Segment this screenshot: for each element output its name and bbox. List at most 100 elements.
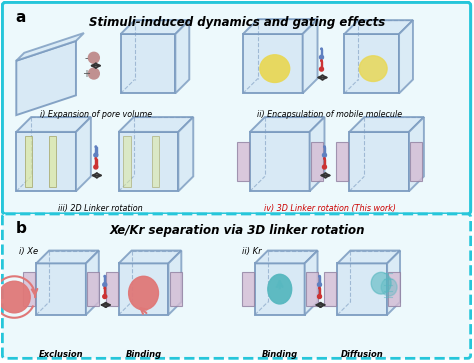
Text: i) Xe: i) Xe — [19, 246, 38, 256]
Ellipse shape — [260, 55, 290, 82]
Polygon shape — [76, 117, 91, 191]
Polygon shape — [337, 250, 400, 264]
Circle shape — [104, 287, 106, 289]
Circle shape — [324, 146, 325, 147]
Polygon shape — [349, 132, 409, 191]
Polygon shape — [387, 250, 400, 315]
Polygon shape — [243, 34, 302, 93]
Polygon shape — [255, 250, 318, 264]
Polygon shape — [121, 34, 175, 93]
Circle shape — [95, 146, 97, 147]
Text: +: + — [82, 69, 90, 78]
Polygon shape — [399, 20, 413, 93]
Polygon shape — [306, 272, 318, 306]
Polygon shape — [305, 250, 318, 315]
Polygon shape — [337, 264, 387, 315]
Circle shape — [322, 153, 327, 157]
Polygon shape — [16, 132, 76, 191]
Text: b: b — [15, 221, 26, 236]
Polygon shape — [121, 20, 189, 34]
Polygon shape — [86, 250, 99, 315]
Polygon shape — [118, 250, 182, 264]
Bar — [324, 159, 325, 166]
Text: Diffusion: Diffusion — [341, 350, 383, 359]
Bar — [321, 61, 322, 68]
Polygon shape — [410, 142, 422, 181]
Polygon shape — [170, 272, 182, 306]
Bar — [321, 49, 322, 56]
Text: Xe/Kr separation via 3D linker rotation: Xe/Kr separation via 3D linker rotation — [109, 224, 365, 237]
Bar — [104, 276, 106, 283]
Polygon shape — [255, 264, 305, 315]
Polygon shape — [242, 272, 254, 306]
Polygon shape — [118, 132, 178, 191]
Polygon shape — [106, 272, 118, 306]
Circle shape — [321, 60, 322, 61]
Bar — [324, 147, 325, 154]
Text: i) Expansion of pore volume: i) Expansion of pore volume — [40, 110, 152, 119]
Circle shape — [103, 294, 107, 298]
Polygon shape — [349, 117, 424, 132]
Polygon shape — [311, 142, 323, 181]
Ellipse shape — [381, 278, 397, 296]
Polygon shape — [237, 142, 249, 181]
Circle shape — [319, 276, 320, 277]
Text: Binding: Binding — [262, 350, 298, 359]
Polygon shape — [250, 132, 310, 191]
Polygon shape — [16, 117, 91, 132]
Circle shape — [94, 153, 98, 157]
Polygon shape — [25, 136, 32, 187]
Ellipse shape — [371, 272, 391, 294]
Polygon shape — [310, 117, 325, 191]
Circle shape — [324, 158, 325, 159]
Circle shape — [322, 165, 327, 169]
Circle shape — [103, 283, 107, 287]
Polygon shape — [36, 264, 86, 315]
Text: iv) 3D Linker rotation (This work): iv) 3D Linker rotation (This work) — [264, 204, 395, 213]
Circle shape — [318, 294, 321, 298]
Circle shape — [104, 276, 106, 277]
Text: -: - — [84, 53, 88, 63]
Polygon shape — [87, 272, 99, 306]
Text: Exclusion: Exclusion — [39, 350, 83, 359]
Circle shape — [95, 158, 97, 159]
Circle shape — [319, 67, 323, 71]
Polygon shape — [118, 117, 193, 132]
Ellipse shape — [359, 56, 387, 81]
Circle shape — [94, 165, 98, 169]
Circle shape — [88, 68, 100, 79]
Polygon shape — [243, 19, 318, 34]
Polygon shape — [178, 117, 193, 191]
Circle shape — [321, 48, 322, 50]
Text: Binding: Binding — [126, 350, 162, 359]
Polygon shape — [23, 272, 35, 306]
Bar — [319, 288, 320, 295]
Polygon shape — [152, 136, 159, 187]
Polygon shape — [302, 19, 318, 93]
Polygon shape — [388, 272, 400, 306]
Text: Stimuli-induced dynamics and gating effects: Stimuli-induced dynamics and gating effe… — [89, 16, 385, 29]
Polygon shape — [250, 117, 325, 132]
Text: ii) Encapsulation of mobile molecule: ii) Encapsulation of mobile molecule — [257, 110, 402, 119]
Polygon shape — [36, 250, 99, 264]
Bar — [319, 276, 320, 283]
FancyBboxPatch shape — [2, 3, 471, 214]
Circle shape — [319, 287, 320, 289]
Ellipse shape — [268, 274, 292, 304]
Polygon shape — [336, 142, 348, 181]
Text: iii) 2D Linker rotation: iii) 2D Linker rotation — [58, 204, 143, 213]
Polygon shape — [16, 41, 76, 115]
Polygon shape — [49, 136, 56, 187]
Polygon shape — [324, 272, 336, 306]
Polygon shape — [175, 20, 189, 93]
Polygon shape — [16, 33, 84, 61]
Circle shape — [319, 55, 323, 59]
Polygon shape — [123, 136, 131, 187]
Bar — [104, 288, 106, 295]
FancyBboxPatch shape — [2, 214, 471, 358]
Polygon shape — [118, 264, 168, 315]
Bar — [95, 159, 97, 166]
Circle shape — [88, 52, 100, 63]
Polygon shape — [345, 34, 399, 93]
Polygon shape — [168, 250, 182, 315]
